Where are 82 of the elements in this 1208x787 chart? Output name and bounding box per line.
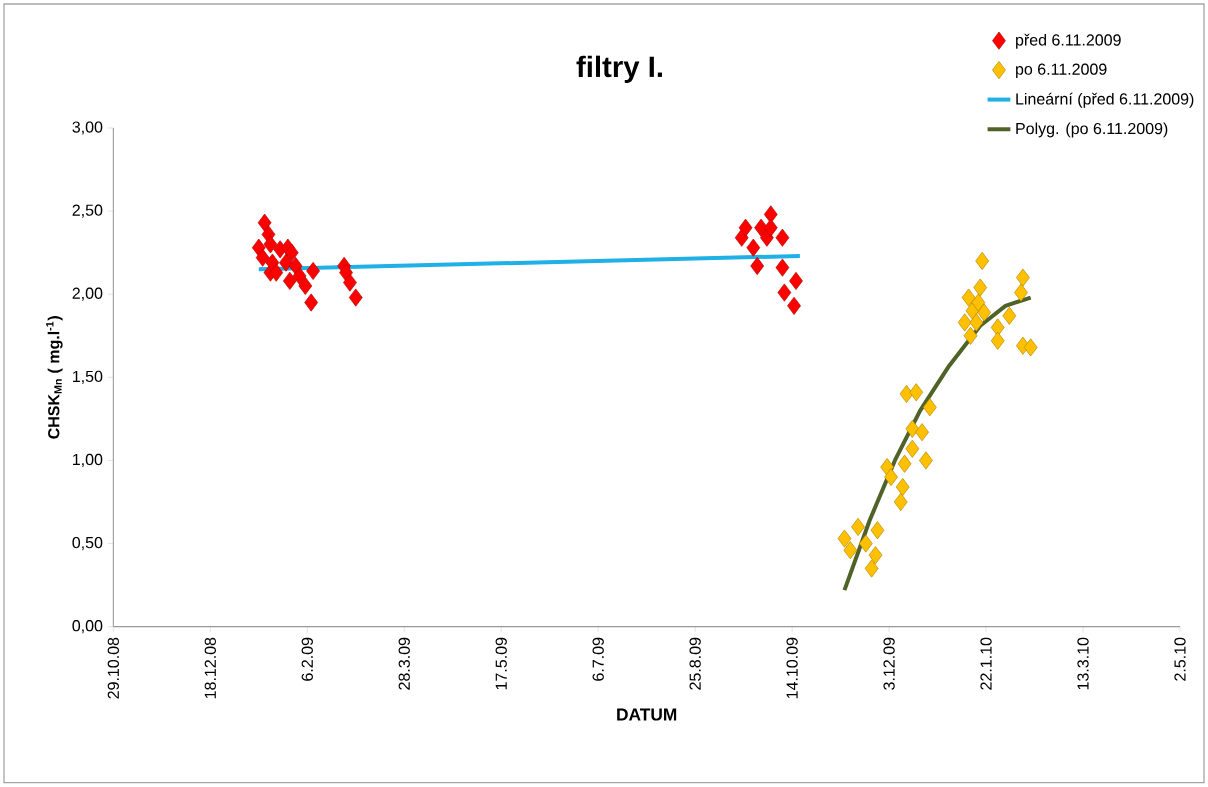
legend-label: Polyg. (po 6.11.2009) (1016, 122, 1168, 138)
point (837, 529, 852, 548)
point (787, 297, 801, 316)
point (884, 468, 898, 487)
point (257, 213, 272, 232)
y-tick-label: 2,00 (72, 287, 103, 301)
point (905, 420, 920, 439)
point (977, 303, 991, 322)
x-tick-label: 6.2.09 (301, 638, 313, 681)
x-tick-label: 2.5.10 (1174, 637, 1186, 681)
point (775, 228, 790, 247)
x-tick-label: 13.3.10 (1077, 637, 1089, 690)
point (868, 546, 883, 565)
point (738, 218, 753, 237)
point (963, 326, 978, 345)
point (746, 238, 761, 257)
point (789, 272, 803, 291)
point (763, 218, 778, 237)
point (990, 318, 1005, 337)
x-tick-label: 14.10.09 (786, 638, 798, 699)
point (750, 257, 765, 276)
point (864, 559, 879, 578)
point (922, 398, 937, 417)
point (298, 277, 313, 296)
point (279, 253, 293, 272)
point (284, 243, 299, 262)
point (899, 385, 914, 404)
point (292, 267, 307, 286)
point (1016, 268, 1030, 287)
chart-title: filtry I. (576, 55, 662, 84)
x-tick-label: 22.1.10 (980, 637, 992, 690)
point (269, 263, 284, 282)
point (969, 313, 984, 332)
point (763, 205, 778, 224)
point (282, 272, 297, 291)
y-tick-label: 1,50 (73, 370, 103, 385)
point (348, 288, 363, 307)
point (919, 451, 933, 470)
point (971, 293, 986, 312)
point (343, 273, 357, 292)
point (975, 252, 990, 271)
x-tick-label: 6.7.09 (592, 638, 604, 681)
y-axis-title: CHSK$_{Mn}$ ( mg.l$^{-1}$) (46, 316, 63, 439)
legend-label: před 6.11.2009 (1016, 34, 1121, 50)
point (843, 541, 858, 560)
point (973, 278, 988, 297)
point (895, 478, 910, 497)
x-tick-label: 17.5.09 (495, 638, 507, 690)
point (306, 262, 320, 281)
y-tick-label: 1,00 (73, 454, 103, 468)
x-tick-label: 3.12.09 (883, 638, 895, 691)
point (851, 518, 865, 537)
x-tick-label: 29.10.08 (107, 637, 119, 699)
point (1023, 338, 1038, 357)
point (858, 534, 873, 553)
point (915, 423, 929, 442)
y-tick-label: 0,00 (72, 620, 103, 634)
point (304, 293, 318, 312)
point (255, 248, 270, 267)
point (961, 288, 976, 307)
point (263, 235, 278, 254)
point (1002, 306, 1017, 325)
y-tick-label: 0,50 (72, 537, 103, 551)
point (990, 331, 1005, 350)
x-axis-title: DATUM (617, 708, 677, 721)
x-tick-label: 18.12.08 (204, 637, 216, 699)
legend-label: Lineární (před 6.11.2009) (1016, 92, 1194, 108)
point (897, 454, 912, 473)
point (777, 283, 792, 302)
y-tick-label: 2,50 (72, 204, 103, 218)
point (775, 258, 790, 277)
line-series (842, 295, 1033, 593)
y-tick-label: 3,00 (72, 121, 103, 135)
point (870, 521, 885, 540)
point (893, 493, 908, 512)
point (957, 313, 972, 332)
point (909, 383, 924, 402)
x-tick-label: 25.8.09 (689, 638, 701, 690)
point (905, 439, 920, 458)
legend-label: po 6.11.2009 (1016, 63, 1107, 79)
point (1014, 283, 1028, 302)
x-tick-label: 28.3.09 (398, 638, 410, 690)
